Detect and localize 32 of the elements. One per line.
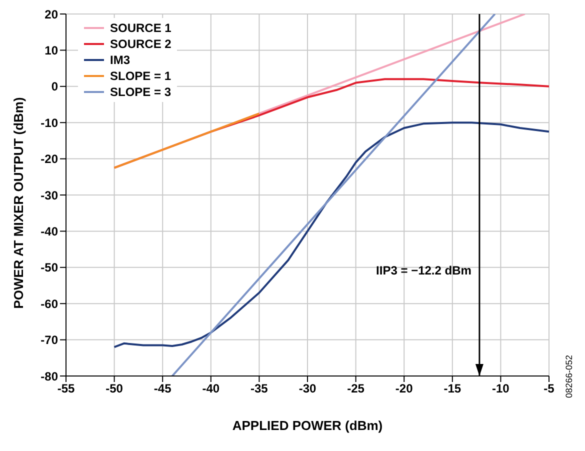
legend-label: SOURCE 1 — [110, 21, 172, 35]
legend-label: SOURCE 2 — [110, 37, 172, 51]
x-tick-label: -20 — [395, 382, 414, 396]
y-tick-label: -60 — [40, 296, 58, 311]
y-tick-label: -50 — [40, 260, 58, 275]
x-tick-label: -5 — [544, 382, 555, 396]
y-tick-label: -70 — [40, 333, 58, 348]
ref-line-label: IIP3 = −12.2 dBm — [376, 264, 472, 278]
legend-label: IM3 — [110, 53, 130, 67]
x-tick-label: -50 — [106, 382, 124, 396]
y-tick-label: 10 — [44, 43, 58, 58]
line-series — [113, 122, 549, 348]
x-tick-label: -15 — [444, 382, 462, 396]
y-tick-label: 20 — [44, 7, 58, 22]
x-tick-label: -25 — [347, 382, 365, 396]
legend-label: SLOPE = 1 — [110, 69, 172, 83]
y-tick-label: -20 — [40, 152, 58, 166]
legend-label: SLOPE = 3 — [110, 85, 172, 99]
y-tick-label: -80 — [40, 369, 58, 384]
x-tick-label: -30 — [298, 382, 316, 396]
x-tick-label: -40 — [202, 382, 220, 396]
x-tick-label: -35 — [250, 382, 268, 396]
x-axis-title: APPLIED POWER (dBm) — [232, 418, 383, 433]
y-tick-label: -40 — [40, 224, 58, 238]
x-tick-label: -55 — [57, 382, 75, 396]
y-tick-label: 0 — [51, 80, 58, 94]
y-tick-label: -30 — [40, 188, 58, 202]
x-tick-label: -10 — [492, 382, 510, 396]
y-tick-label: -10 — [40, 116, 58, 130]
text: 08266-052 — [564, 354, 574, 398]
x-tick-label: -45 — [154, 382, 172, 396]
y-axis-title: POWER AT MIXER OUTPUT (dBm) — [11, 97, 26, 309]
